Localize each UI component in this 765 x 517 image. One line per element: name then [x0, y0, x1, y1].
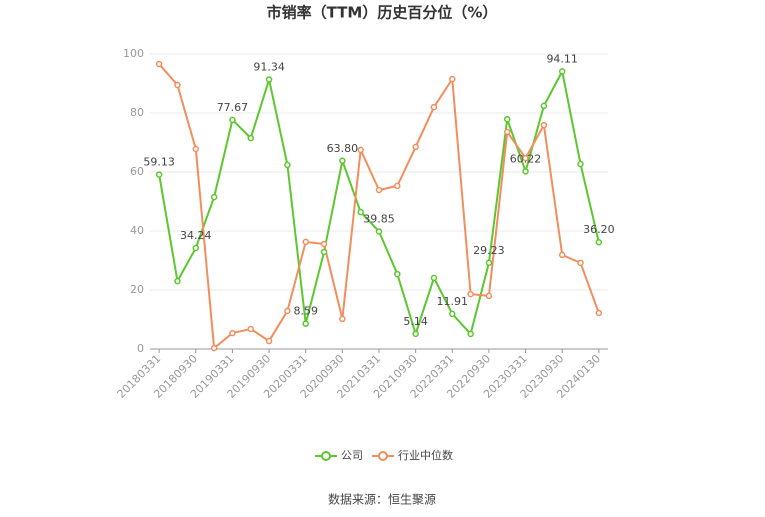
data-point: [210, 344, 218, 352]
data-label: 11.91: [437, 295, 469, 308]
data-point: [394, 270, 401, 278]
data-point: [210, 193, 218, 201]
data-point: [503, 128, 511, 136]
data-point: [375, 228, 383, 235]
data-point: [595, 238, 603, 246]
data-point: [247, 325, 255, 333]
data-point: [192, 244, 200, 252]
data-point: [595, 309, 603, 317]
y-tick-label: 20: [130, 283, 144, 296]
data-point: [412, 330, 419, 338]
data-label: 5.14: [403, 315, 428, 328]
data-point: [394, 182, 401, 190]
data-point: [174, 81, 181, 89]
data-label: 34.24: [180, 229, 212, 242]
y-tick-label: 60: [130, 165, 144, 178]
data-point: [430, 103, 438, 111]
data-point: [320, 248, 328, 256]
data-point: [430, 274, 438, 282]
data-label: 77.67: [217, 101, 249, 114]
data-point: [229, 116, 236, 124]
legend-marker: [321, 451, 331, 461]
data-point: [339, 315, 346, 323]
data-label: 8.59: [293, 305, 318, 318]
data-point: [302, 238, 309, 246]
data-point: [577, 160, 584, 168]
data-point: [192, 145, 200, 153]
data-label: 59.13: [143, 156, 175, 169]
data-point: [357, 146, 364, 154]
data-point: [485, 259, 493, 267]
data-point: [155, 60, 163, 68]
data-point: [247, 134, 255, 142]
data-label: 29.23: [473, 244, 505, 257]
legend-label: 行业中位数: [398, 448, 453, 462]
y-tick-label: 100: [123, 47, 144, 60]
data-point: [302, 320, 309, 327]
data-point: [467, 330, 474, 338]
data-point: [284, 161, 291, 169]
data-point: [174, 277, 181, 285]
source-note: 数据来源：恒生聚源: [328, 492, 436, 507]
data-point: [522, 168, 529, 175]
data-point: [503, 115, 511, 123]
legend-label: 公司: [341, 449, 363, 462]
data-point: [558, 251, 566, 259]
data-point: [339, 157, 346, 165]
data-label: 94.11: [546, 52, 578, 65]
data-point: [449, 310, 456, 318]
data-point: [577, 259, 584, 267]
data-point: [540, 121, 548, 129]
data-point: [449, 75, 456, 83]
data-point: [284, 307, 291, 315]
data-label: 39.85: [363, 212, 395, 225]
chart-title: 市销率（TTM）历史百分位（%）: [267, 4, 498, 22]
data-label: 63.80: [327, 142, 359, 155]
y-tick-label: 80: [130, 106, 144, 119]
y-tick-label: 40: [130, 224, 144, 237]
data-point: [155, 171, 163, 178]
y-tick-label: 0: [137, 342, 144, 355]
data-point: [265, 337, 273, 345]
data-point: [357, 208, 364, 216]
data-point: [375, 186, 383, 194]
data-point: [522, 154, 529, 162]
data-point: [540, 102, 548, 110]
data-point: [485, 292, 493, 300]
data-point: [412, 143, 419, 151]
legend-marker: [378, 451, 388, 461]
data-label: 91.34: [253, 61, 285, 74]
data-point: [229, 329, 236, 337]
data-label: 36.20: [583, 223, 615, 236]
data-point: [467, 290, 474, 298]
data-point: [320, 240, 328, 248]
data-point: [265, 76, 273, 83]
data-point: [558, 68, 566, 75]
